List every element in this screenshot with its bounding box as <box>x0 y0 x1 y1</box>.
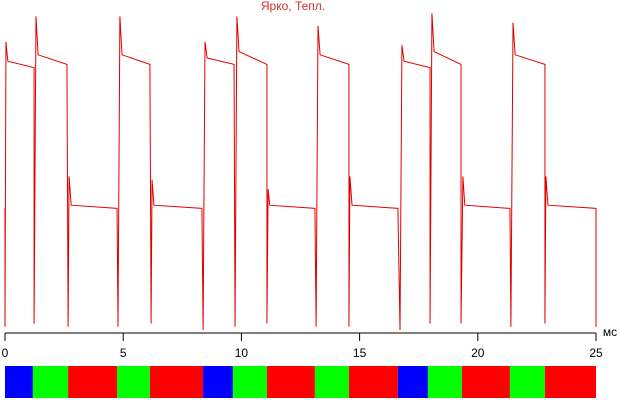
color-segment <box>266 366 315 398</box>
color-segment <box>427 366 462 398</box>
color-segment <box>232 366 267 398</box>
x-tick-label: 20 <box>471 346 485 360</box>
color-segment <box>32 366 69 398</box>
color-segment <box>509 366 545 398</box>
color-segment <box>149 366 204 398</box>
color-segment <box>348 366 398 398</box>
x-tick-label: 0 <box>2 346 9 360</box>
x-tick-label: 10 <box>235 346 249 360</box>
x-tick-label: 25 <box>589 346 603 360</box>
color-segment <box>5 366 33 398</box>
color-segment <box>544 366 596 398</box>
color-segment <box>117 366 150 398</box>
x-tick-label: 15 <box>353 346 367 360</box>
trace-line <box>4 13 597 331</box>
color-segment <box>203 366 233 398</box>
x-axis-label: мс <box>603 325 617 339</box>
x-tick-label: 5 <box>120 346 127 360</box>
color-segment <box>397 366 428 398</box>
color-segment <box>68 366 118 398</box>
color-segment <box>461 366 510 398</box>
chart-title: Ярко, Тепл. <box>261 0 325 13</box>
color-segment <box>314 366 349 398</box>
